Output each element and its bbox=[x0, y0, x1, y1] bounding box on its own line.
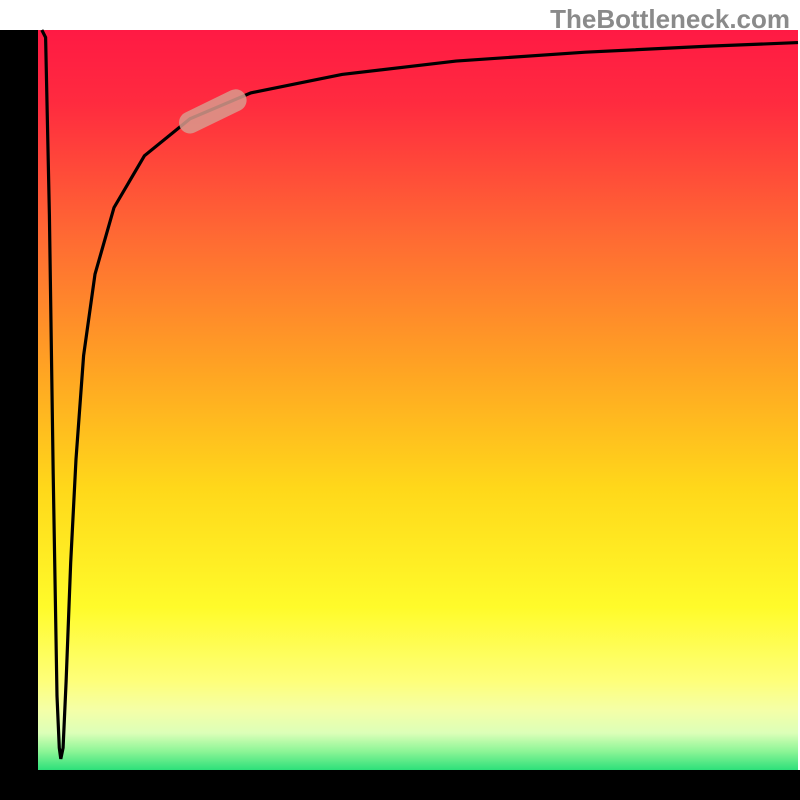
chart-container: TheBottleneck.com bbox=[0, 0, 800, 800]
x-axis bbox=[0, 770, 800, 800]
y-axis bbox=[0, 30, 38, 770]
gradient-background bbox=[38, 30, 798, 770]
bottleneck-chart bbox=[0, 0, 800, 800]
